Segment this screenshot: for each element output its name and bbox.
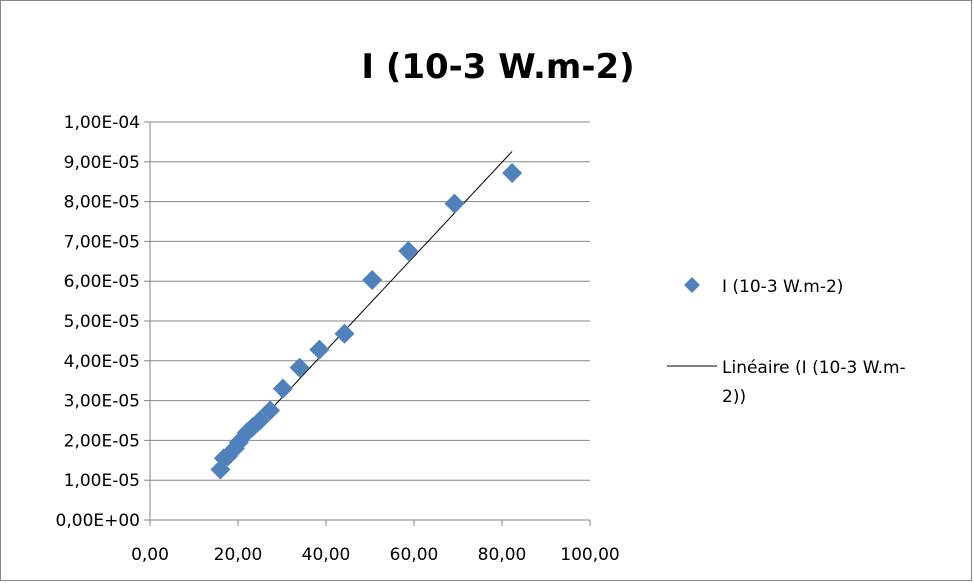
legend-marker-diamond [684, 277, 700, 293]
x-tick-label: 0,00 [131, 545, 169, 565]
data-point [334, 323, 355, 344]
y-tick-label: 2,00E-05 [64, 431, 140, 451]
x-tick-label: 100,00 [560, 545, 619, 565]
x-tick-label: 20,00 [214, 545, 263, 565]
data-point [398, 240, 419, 261]
data-point [289, 357, 310, 378]
x-axis-ticks: 0,00 20,00 40,00 60,00 80,00 100,00 [131, 520, 620, 565]
y-tick-label: 6,00E-05 [64, 272, 140, 292]
y-tick-label: 0,00E+00 [56, 511, 140, 531]
data-point [362, 270, 383, 291]
legend: I (10-3 W.m-2) Linéaire (I (10-3 W.m- 2)… [667, 277, 911, 407]
data-point [272, 378, 293, 399]
y-axis-ticks: 0,00E+00 1,00E-05 2,00E-05 3,00E-05 4,00E-05… [56, 113, 150, 531]
data-point [309, 339, 330, 360]
x-tick-label: 40,00 [302, 545, 351, 565]
chart-title: I (10-3 W.m-2) [361, 47, 634, 87]
y-tick-label: 3,00E-05 [64, 392, 140, 412]
y-tick-label: 7,00E-05 [64, 232, 140, 252]
legend-label-series: I (10-3 W.m-2) [722, 277, 843, 297]
legend-label-trendline: Linéaire (I (10-3 W.m- 2)) [722, 358, 911, 407]
y-tick-label: 4,00E-05 [64, 352, 140, 372]
x-tick-label: 60,00 [390, 545, 439, 565]
y-tick-label: 5,00E-05 [64, 312, 140, 332]
data-point [444, 193, 465, 214]
x-tick-label: 80,00 [478, 545, 527, 565]
data-points [210, 162, 523, 480]
data-point [502, 162, 523, 183]
data-point [250, 410, 270, 431]
y-tick-label: 9,00E-05 [64, 153, 140, 173]
y-tick-label: 1,00E-05 [64, 471, 140, 491]
y-tick-label: 8,00E-05 [64, 193, 140, 213]
gridlines [150, 121, 590, 481]
y-tick-label: 1,00E-04 [64, 113, 140, 133]
data-point [260, 400, 281, 421]
